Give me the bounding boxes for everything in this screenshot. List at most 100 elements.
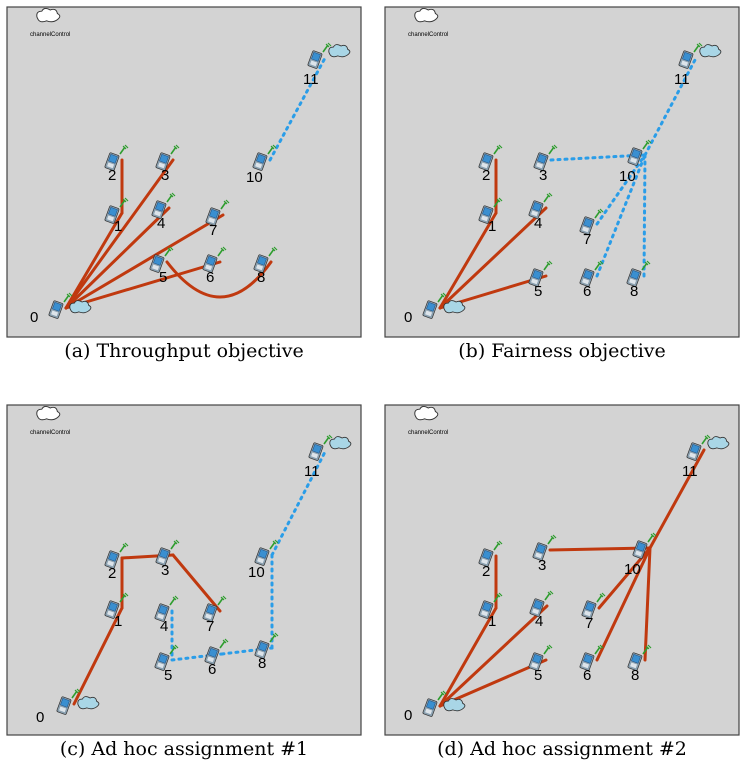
link-3-10 (549, 153, 647, 162)
node-label-11: 11 (304, 463, 320, 480)
channel-control-label: channelControl (30, 32, 70, 38)
node-11: 11 (682, 434, 730, 480)
node-3: 3 (155, 144, 180, 184)
wireless-host-icon (104, 542, 129, 569)
wireless-host-icon (56, 688, 81, 715)
wireless-host-icon (478, 144, 503, 171)
node-label-10: 10 (246, 169, 263, 186)
link-0-3 (64, 158, 175, 310)
wireless-host-icon (533, 144, 558, 171)
link-0-4 (438, 206, 548, 310)
link-8-10 (642, 153, 647, 278)
link-5-8 (165, 260, 273, 299)
network-panel: channelControl 0 1 2 3 4 5 6 7 8 10 11 (384, 6, 740, 338)
node-11: 11 (303, 42, 351, 88)
node-4: 4 (151, 192, 176, 232)
panel-caption: (d) Ad hoc assignment #2 (437, 738, 687, 760)
node-5: 5 (154, 644, 179, 684)
link-3-7 (171, 553, 222, 613)
wireless-host-icon (155, 539, 180, 566)
node-label-1: 1 (488, 218, 496, 235)
wireless-host-icon (528, 192, 553, 219)
link-10-11 (268, 56, 327, 162)
node-label-4: 4 (157, 215, 165, 232)
node-label-6: 6 (583, 283, 591, 300)
node-0: 0 (36, 688, 100, 726)
link-0-1 (438, 211, 498, 310)
node-1: 1 (478, 592, 503, 630)
canvas-background (6, 6, 362, 338)
network-panel: channelControl 0 1 2 3 4 5 6 7 8 10 11 (6, 6, 362, 338)
link-6-10 (595, 546, 652, 662)
node-label-10: 10 (248, 564, 265, 581)
node-label-0: 0 (404, 707, 412, 724)
node-10: 10 (246, 144, 277, 186)
node-6: 6 (204, 638, 229, 678)
wireless-host-icon (149, 246, 174, 273)
wireless-host-icon (478, 197, 503, 224)
link-0-1 (72, 606, 124, 706)
link-0-6 (64, 260, 222, 310)
node-2: 2 (478, 540, 503, 580)
link-10-11 (648, 448, 706, 550)
node-8: 8 (627, 644, 652, 684)
wireless-host-icon (308, 434, 333, 461)
node-label-7: 7 (585, 615, 593, 632)
wireless-host-icon (686, 434, 711, 461)
node-0: 0 (404, 690, 466, 724)
node-2: 2 (104, 542, 129, 582)
node-label-7: 7 (583, 231, 591, 248)
link-3-10 (548, 546, 652, 552)
wireless-host-icon (626, 260, 651, 287)
node-0: 0 (404, 292, 466, 326)
cloud-icon (414, 8, 439, 23)
node-3: 3 (155, 539, 180, 579)
node-label-8: 8 (630, 283, 638, 300)
node-label-5: 5 (534, 283, 542, 300)
node-label-6: 6 (208, 661, 216, 678)
node-8: 8 (253, 246, 278, 286)
node-label-2: 2 (108, 167, 116, 184)
wireless-host-icon (254, 539, 279, 566)
cloud-icon (36, 406, 61, 421)
channel-control-label: channelControl (408, 32, 448, 38)
node-5: 5 (149, 246, 174, 286)
node-label-8: 8 (258, 655, 266, 672)
node-7: 7 (202, 595, 227, 635)
channel-control-label: channelControl (408, 430, 448, 436)
node-label-5: 5 (534, 667, 542, 684)
wireless-host-icon (632, 532, 657, 559)
node-label-7: 7 (206, 618, 214, 635)
link-7-10 (595, 153, 647, 226)
wireless-host-icon (155, 144, 180, 171)
node-5: 5 (528, 260, 553, 300)
node-8: 8 (626, 260, 651, 300)
node-label-3: 3 (538, 557, 546, 574)
link-8-10 (643, 546, 652, 662)
wireless-host-icon (581, 592, 606, 619)
node-label-0: 0 (30, 309, 38, 326)
wireless-host-icon (202, 595, 227, 622)
node-label-0: 0 (404, 309, 412, 326)
node-label-0: 0 (36, 709, 44, 726)
node-6: 6 (579, 260, 604, 300)
network-panel: channelControl 0 1 2 3 4 5 6 7 8 10 11 (6, 404, 362, 736)
wireless-host-icon (104, 197, 129, 224)
node-label-11: 11 (303, 71, 319, 88)
cloud-icon (707, 436, 730, 450)
wireless-host-icon (154, 644, 179, 671)
cloud-icon (699, 44, 722, 58)
node-10: 10 (619, 139, 652, 185)
link-0-4 (64, 206, 171, 310)
wireless-host-icon (478, 592, 503, 619)
node-6: 6 (202, 246, 227, 286)
panel-caption: (b) Fairness objective (458, 340, 666, 362)
node-label-7: 7 (209, 222, 217, 239)
node-label-2: 2 (482, 167, 490, 184)
wireless-host-icon (151, 192, 176, 219)
wireless-host-icon (529, 590, 554, 617)
node-label-4: 4 (534, 215, 542, 232)
node-label-2: 2 (482, 563, 490, 580)
node-1: 1 (104, 197, 129, 235)
wireless-host-icon (307, 42, 332, 69)
